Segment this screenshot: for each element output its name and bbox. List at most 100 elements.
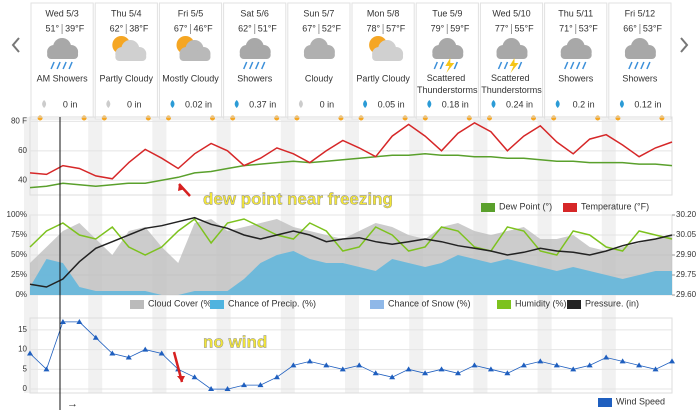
icon-part <box>50 61 55 70</box>
sun-mark <box>595 115 601 121</box>
day-label: Thu 5/11 <box>558 8 593 18</box>
legend-label: Humidity (%) <box>515 298 567 308</box>
annotation-arrowhead <box>178 184 185 191</box>
y2-tick-label: 29.60 <box>676 290 697 299</box>
legend-swatch <box>563 203 577 212</box>
legend-swatch <box>481 203 495 212</box>
prev-button[interactable] <box>11 37 20 53</box>
y-tick-label: 0% <box>15 290 27 299</box>
weather-icon <box>560 38 592 70</box>
sun-mark <box>402 115 408 121</box>
marker <box>125 354 132 360</box>
weather-icon <box>47 38 79 70</box>
icon-part <box>303 51 335 59</box>
y-tick-label: 100% <box>7 210 27 219</box>
marker <box>504 370 511 376</box>
legend-label: Chance of Precip. (%) <box>228 298 316 308</box>
icon-part <box>560 51 592 59</box>
precip-icon <box>363 100 368 108</box>
precip: 0.05 in <box>378 99 405 109</box>
marker <box>158 350 165 356</box>
marker <box>323 362 330 368</box>
next-button[interactable] <box>680 37 689 53</box>
high-temp: 67° <box>174 23 188 33</box>
marker <box>290 362 297 368</box>
icon-part <box>624 51 656 59</box>
high-temp: 66° <box>623 23 637 33</box>
day-label: Thu 5/4 <box>111 8 142 18</box>
weather-icon <box>432 38 464 73</box>
condition: Cloudy <box>305 73 334 83</box>
marker <box>487 366 494 372</box>
legend-label: Pressure. (in) <box>585 298 639 308</box>
marker <box>92 334 99 340</box>
marker <box>43 366 50 372</box>
precip: 0.18 in <box>442 99 469 109</box>
day-label: Mon 5/8 <box>367 8 400 18</box>
day-label: Wed 5/3 <box>45 8 78 18</box>
precip-icon <box>234 100 239 108</box>
marker <box>455 370 461 376</box>
marker <box>471 362 478 368</box>
legend-swatch <box>598 398 612 407</box>
day-label: Sat 5/6 <box>240 8 269 18</box>
icon-part <box>249 61 254 70</box>
icon-part <box>509 58 519 73</box>
weather-icon <box>112 36 147 61</box>
sun-mark <box>551 115 557 121</box>
annotation-arrowhead <box>177 376 185 382</box>
marker <box>142 346 149 352</box>
icon-part <box>261 61 266 70</box>
icon-part <box>439 61 444 70</box>
sun-mark <box>37 115 43 121</box>
high-temp: 71° <box>559 23 573 33</box>
day-label: Wed 5/10 <box>492 8 530 18</box>
marker <box>76 318 83 324</box>
low-temp: 53°F <box>643 23 663 33</box>
icon-part <box>634 61 639 70</box>
high-temp: 62° <box>110 23 124 33</box>
high-temp: 78° <box>366 23 380 33</box>
precip: 0.24 in <box>506 99 533 109</box>
sun-mark <box>81 115 87 121</box>
icon-part <box>497 61 503 70</box>
weather-icon <box>496 38 528 73</box>
weather-icon <box>303 38 335 59</box>
icon-part <box>243 61 248 70</box>
sun-mark <box>338 115 344 121</box>
legend-swatch <box>210 300 224 309</box>
icon-part <box>62 61 67 70</box>
weather-icon <box>624 38 656 70</box>
marker <box>306 358 313 364</box>
y2-tick-label: 30.05 <box>676 230 697 239</box>
icon-part <box>628 61 633 70</box>
sun-mark <box>210 115 215 121</box>
condition: Showers <box>558 73 594 83</box>
legend-label: Wind Speed <box>616 396 665 406</box>
precip-icon <box>298 100 303 108</box>
marker <box>372 370 379 376</box>
icon-part <box>576 61 581 70</box>
sun-mark <box>487 115 492 121</box>
precip-icon <box>491 100 496 108</box>
low-temp: 38°F <box>129 23 149 33</box>
sun-mark <box>166 115 171 121</box>
icon-part <box>433 61 438 70</box>
sun-mark <box>101 115 107 121</box>
icon-part <box>582 61 587 70</box>
marker <box>241 382 247 388</box>
annotation: no wind <box>203 332 267 351</box>
line <box>29 321 673 390</box>
low-temp: 53°F <box>579 23 599 33</box>
precip: 0.12 in <box>634 99 661 109</box>
high-temp: 79° <box>431 23 445 33</box>
marker <box>586 362 593 368</box>
y-tick-label: 5 <box>23 364 28 373</box>
precip-icon <box>427 100 432 108</box>
day-card <box>544 2 608 120</box>
legend-label: Chance of Snow (%) <box>388 298 471 308</box>
y-tick-label: 0 <box>23 384 28 393</box>
icon-part <box>570 61 575 70</box>
condition: Partly Cloudy <box>356 73 410 83</box>
precip: 0.37 in <box>249 99 276 109</box>
